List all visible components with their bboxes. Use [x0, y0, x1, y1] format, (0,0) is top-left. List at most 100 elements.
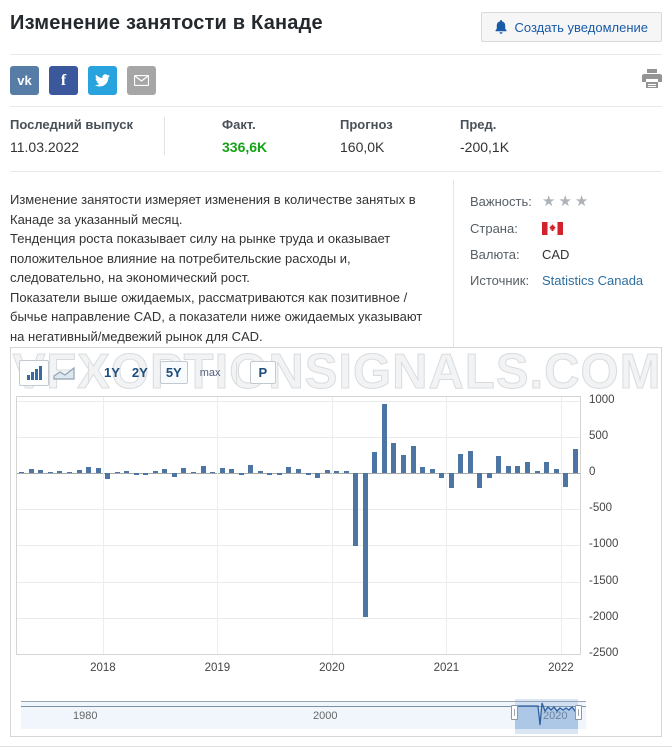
bar-2021-10	[534, 470, 540, 473]
range-1y-button[interactable]: 1Y	[104, 365, 120, 380]
description-paragraph: Тенденция роста показывает силу на рынке…	[10, 231, 391, 285]
gridline	[17, 545, 580, 547]
bar-2018-10	[191, 471, 197, 473]
previous-value: -200,1K	[460, 139, 510, 155]
bar-2018-03	[124, 470, 130, 473]
indicator-info-panel: Важность: ★★★ Страна: Валюта: CAD Источн…	[454, 180, 643, 356]
importance-stars-icon: ★★★	[542, 193, 592, 210]
x-axis-tick: 2019	[204, 662, 231, 674]
vk-share-icon[interactable]: vk	[10, 66, 39, 95]
importance-row: Важность: ★★★	[470, 192, 643, 210]
x-axis-tick: 2020	[319, 662, 345, 674]
previous-column: Пред. -200,1K	[460, 117, 509, 155]
bell-icon	[494, 20, 507, 34]
y-axis-tick: -1000	[589, 538, 619, 551]
y-axis-tick: 0	[589, 466, 596, 478]
actual-label: Факт.	[222, 117, 256, 132]
bar-2018-02	[114, 471, 120, 473]
range-max-button[interactable]: max	[199, 366, 221, 379]
description-paragraph: Показатели выше ожидаемых, рассматривают…	[10, 289, 423, 344]
bar-2020-12	[439, 473, 445, 478]
currency-label: Валюта:	[470, 247, 520, 262]
bar-2020-01	[334, 470, 340, 473]
range-5y-button[interactable]: 5Y	[159, 361, 188, 384]
bar-2021-12	[553, 469, 559, 473]
navigator-mini-series	[515, 702, 578, 729]
bar-2018-06	[152, 470, 158, 473]
bar-2020-08	[400, 455, 406, 473]
bar-2021-02	[458, 454, 464, 473]
print-icon[interactable]	[642, 68, 662, 93]
facebook-share-icon[interactable]: f	[49, 66, 78, 95]
gridline	[17, 436, 580, 438]
bar-2020-06	[381, 404, 387, 473]
bar-2018-11	[200, 466, 206, 473]
create-alert-button[interactable]: Создать уведомление	[480, 12, 662, 42]
bar-chart-icon	[26, 374, 30, 380]
gridline	[17, 509, 580, 511]
y-axis-tick: 500	[589, 429, 609, 442]
currency-value: CAD	[542, 247, 570, 262]
bar-2017-12	[95, 468, 101, 473]
gridline	[331, 397, 333, 654]
previous-label: Пред.	[460, 117, 497, 132]
last-release-label: Последний выпуск	[10, 117, 133, 132]
bar-2017-11	[86, 467, 92, 473]
source-link[interactable]: Statistics Canada	[542, 273, 644, 288]
page-title: Изменение занятости в Канаде	[10, 12, 323, 34]
y-axis-tick: -2000	[589, 610, 619, 623]
x-axis-tick: 2018	[90, 662, 116, 674]
bar-2022-01	[563, 473, 569, 488]
country-label: Страна:	[470, 221, 518, 236]
range-navigator[interactable]: 1980 2000 2020	[21, 699, 586, 734]
period-button[interactable]: P	[249, 361, 277, 384]
divider	[10, 54, 662, 55]
gridline	[102, 397, 104, 654]
bar-2018-07	[162, 469, 168, 473]
navigator-left-handle[interactable]	[511, 705, 518, 720]
bar-2022-02	[572, 448, 578, 473]
bar-2019-08	[286, 467, 292, 473]
bar-2021-09	[525, 461, 531, 473]
bar-2018-04	[133, 473, 139, 475]
bar-2017-06	[38, 469, 44, 473]
navigator-selected-range[interactable]	[511, 699, 582, 734]
navigator-year-label: 2020	[543, 710, 567, 722]
bar-2019-07	[276, 473, 282, 475]
bar-2020-09	[410, 445, 416, 473]
bar-2021-05	[486, 473, 492, 478]
source-label: Источник:	[470, 273, 530, 288]
navigator-right-handle[interactable]	[575, 705, 582, 720]
navigator-series-line	[21, 706, 586, 707]
range-2y-button[interactable]: 2Y	[131, 365, 148, 380]
bar-2018-08	[171, 473, 177, 477]
bar-2021-03	[467, 451, 473, 473]
content-row: Изменение занятости измеряет изменения в…	[0, 172, 672, 356]
email-share-icon[interactable]	[127, 66, 156, 95]
gridline	[17, 581, 580, 583]
twitter-share-icon[interactable]	[88, 66, 117, 95]
bar-2021-01	[448, 473, 454, 489]
bar-2017-08	[57, 471, 63, 473]
bar-2018-01	[105, 473, 111, 480]
forecast-column: Прогноз 160,0K	[340, 117, 460, 155]
bar-2018-09	[181, 468, 187, 473]
indicator-description: Изменение занятости измеряет изменения в…	[10, 180, 454, 356]
gridline	[560, 397, 562, 654]
share-row: vk f	[0, 55, 672, 106]
bar-2019-01	[219, 468, 225, 473]
currency-row: Валюта: CAD	[470, 247, 643, 262]
bar-2020-03	[353, 473, 359, 547]
country-row: Страна:	[470, 221, 643, 236]
line-chart-type-button[interactable]	[49, 360, 79, 386]
column-chart-type-button[interactable]	[19, 359, 49, 386]
bar-2019-10	[305, 473, 311, 475]
x-axis-tick: 2021	[433, 662, 460, 674]
release-row: Последний выпуск 11.03.2022 Факт. 336,6K…	[0, 107, 672, 171]
bar-2019-03	[238, 473, 244, 475]
bar-2017-09	[66, 471, 72, 473]
plot-area[interactable]	[16, 396, 581, 655]
bar-2019-11	[315, 473, 321, 479]
last-release-date: 11.03.2022	[10, 139, 80, 155]
bar-2021-07	[505, 466, 511, 473]
